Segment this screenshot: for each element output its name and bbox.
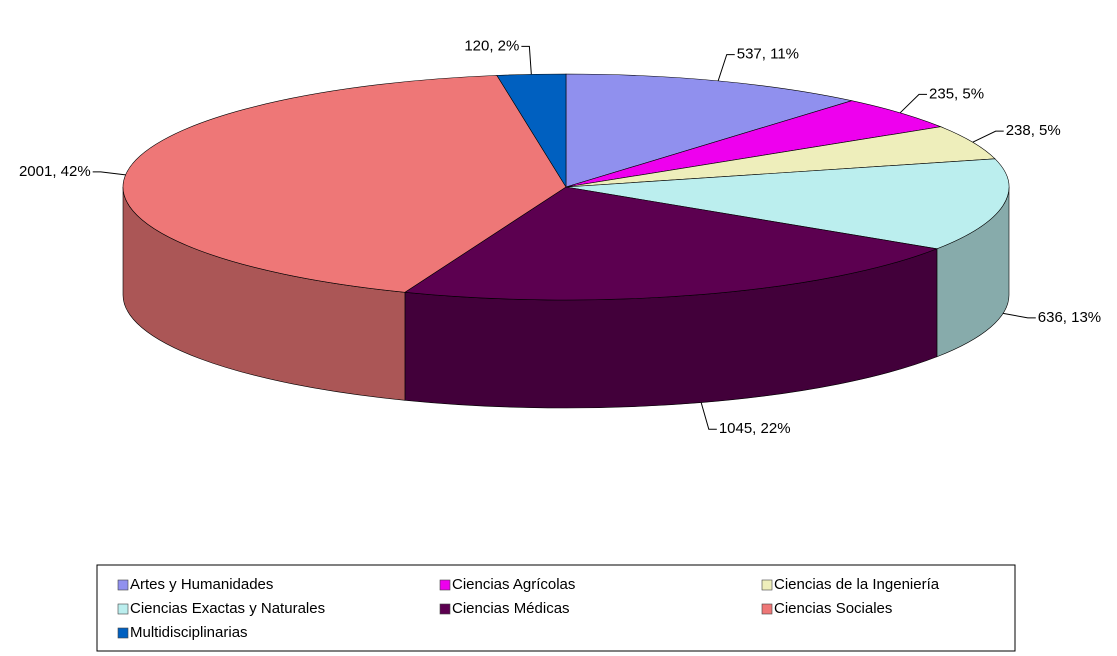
- leader-line: [1003, 312, 1036, 319]
- leader-line: [92, 171, 126, 176]
- data-label: 238, 5%: [1006, 122, 1061, 139]
- legend-box: [96, 564, 1016, 652]
- data-label: 1045, 22%: [719, 420, 791, 437]
- legend-swatch: [117, 579, 129, 591]
- legend-label: Artes y Humanidades: [130, 576, 273, 593]
- legend-label: Ciencias Sociales: [774, 600, 892, 617]
- legend-label: Ciencias Exactas y Naturales: [130, 600, 325, 617]
- slice: [496, 73, 567, 189]
- legend-swatch: [761, 603, 773, 615]
- slice: [565, 73, 853, 188]
- slice: [565, 158, 1010, 250]
- leader-line: [717, 54, 735, 82]
- legend-swatch: [439, 603, 451, 615]
- data-label: 636, 13%: [1038, 309, 1101, 326]
- legend-swatch: [117, 603, 129, 615]
- legend-swatch: [761, 579, 773, 591]
- legend-swatch: [439, 579, 451, 591]
- data-label: 235, 5%: [929, 85, 984, 102]
- data-label: 2001, 42%: [19, 163, 91, 180]
- legend-label: Ciencias Médicas: [452, 600, 570, 617]
- slice: [404, 186, 939, 301]
- legend-swatch: [117, 627, 129, 639]
- leader-line: [700, 402, 717, 430]
- leader-line: [972, 130, 1004, 143]
- data-label: 120, 2%: [464, 37, 519, 54]
- legend-label: Ciencias de la Ingeniería: [774, 576, 940, 593]
- data-label: 537, 11%: [737, 46, 799, 63]
- leader-line: [521, 45, 532, 75]
- leader-line: [899, 93, 928, 114]
- legend-label: Ciencias Agrícolas: [452, 576, 575, 593]
- legend-label: Multidisciplinarias: [130, 624, 248, 641]
